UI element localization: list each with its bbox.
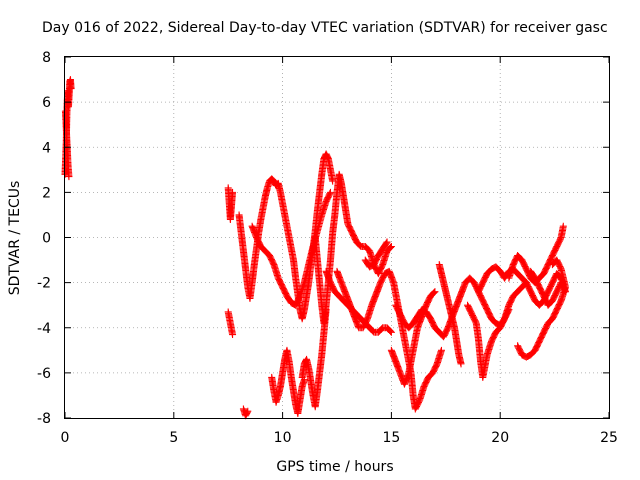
x-tick-label: 0 <box>61 430 70 446</box>
y-tick-label: 2 <box>42 185 51 201</box>
data-point <box>383 238 391 246</box>
y-tick-label: -8 <box>37 411 51 427</box>
data-point <box>387 328 395 336</box>
y-tick-label: 6 <box>42 95 51 111</box>
data-point <box>229 331 237 339</box>
data-point <box>557 280 565 288</box>
x-tick-label: 5 <box>169 430 178 446</box>
data-point <box>387 327 395 335</box>
x-tick-label: 10 <box>274 430 292 446</box>
x-tick-label: 25 <box>600 430 618 446</box>
y-tick-label: -2 <box>37 276 51 292</box>
data-points <box>61 76 569 420</box>
data-point <box>229 188 237 196</box>
data-point <box>326 188 334 196</box>
data-point <box>430 289 438 297</box>
data-point <box>557 279 565 287</box>
data-point <box>549 260 557 268</box>
y-tick-label: 4 <box>42 140 51 156</box>
x-tick-label: 20 <box>491 430 509 446</box>
data-point <box>548 261 556 269</box>
x-axis-label: GPS time / hours <box>276 459 393 475</box>
data-point <box>387 243 395 251</box>
data-point <box>387 243 395 251</box>
y-tick-label: -6 <box>37 366 51 382</box>
x-tick-label: 15 <box>382 430 400 446</box>
plot-border <box>64 56 610 419</box>
grid-lines <box>65 57 609 418</box>
data-point <box>326 190 334 198</box>
data-point <box>382 239 390 247</box>
y-tick-label: 8 <box>42 50 51 66</box>
data-point <box>67 85 75 93</box>
y-tick-label: 0 <box>42 231 51 247</box>
chart-title: Day 016 of 2022, Sidereal Day-to-day VTE… <box>42 20 608 36</box>
data-point <box>437 346 445 354</box>
data-point <box>457 360 465 368</box>
data-point <box>431 288 439 296</box>
data-point <box>244 407 252 415</box>
data-point <box>65 173 73 181</box>
data-point <box>559 222 567 230</box>
y-tick-label: -4 <box>37 321 51 337</box>
axis-ticks: 0 5 10 15 20 25 -8 -6 -4 -2 0 2 4 6 8 <box>37 50 618 446</box>
y-axis-label: SDTVAR / TECUs <box>7 181 23 296</box>
